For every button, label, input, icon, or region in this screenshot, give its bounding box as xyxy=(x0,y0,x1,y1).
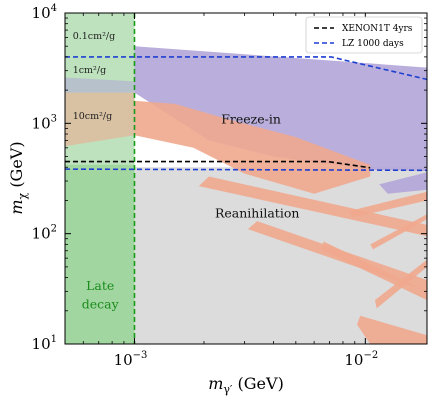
y-tick-label-0: 101 xyxy=(32,334,57,353)
x-axis-label: mγ′ (GeV) xyxy=(208,374,284,396)
plot-area xyxy=(65,13,427,344)
late-decay-dark xyxy=(65,164,135,344)
reanihilation-band-2 xyxy=(349,191,427,218)
reanihilation-band-6 xyxy=(357,315,427,344)
reanihilation-region xyxy=(134,100,371,194)
freeze-in-region xyxy=(134,46,427,172)
legend-box xyxy=(305,16,423,54)
annotation-sigma_10: 10cm²/g xyxy=(73,111,113,122)
annotation-late_decay_1: Late xyxy=(86,278,114,293)
y-axis-label: mχ (GeV) xyxy=(7,141,29,214)
y-tick-label-3: 104 xyxy=(32,3,57,22)
y-tick-label-1: 102 xyxy=(32,224,57,243)
series-line-2 xyxy=(65,168,427,172)
annotation-freeze_in: Freeze-in xyxy=(221,111,281,126)
legend: XENON1T 4yrs LZ 1000 days xyxy=(305,16,423,54)
x-tick-label-1: 10−2 xyxy=(344,350,378,369)
series-line-1 xyxy=(65,56,427,81)
legend-label-xenon: XENON1T 4yrs xyxy=(342,24,413,34)
freeze-in-band xyxy=(379,172,427,194)
plot-frame xyxy=(64,12,428,345)
reanihilation-band-0 xyxy=(198,176,427,237)
annotation-late_decay_2: decay xyxy=(82,296,120,311)
reanihilation-band-5 xyxy=(374,259,427,309)
legend-label-lz: LZ 1000 days xyxy=(342,39,404,49)
y-tick-label-2: 103 xyxy=(32,113,57,132)
sigma-overlay-2 xyxy=(65,92,135,147)
late-decay-region xyxy=(65,13,135,344)
series-line-0 xyxy=(65,160,371,169)
annotation-reanihilation: Reanihilation xyxy=(215,206,299,221)
annotation-sigma_1: 1cm²/g xyxy=(73,65,106,76)
reanihilation-band-4 xyxy=(370,214,427,250)
annotation-sigma_01: 0.1cm²/g xyxy=(73,31,116,42)
sigma-overlay-1 xyxy=(65,77,135,93)
x-tick-label-0: 10−3 xyxy=(114,350,148,369)
